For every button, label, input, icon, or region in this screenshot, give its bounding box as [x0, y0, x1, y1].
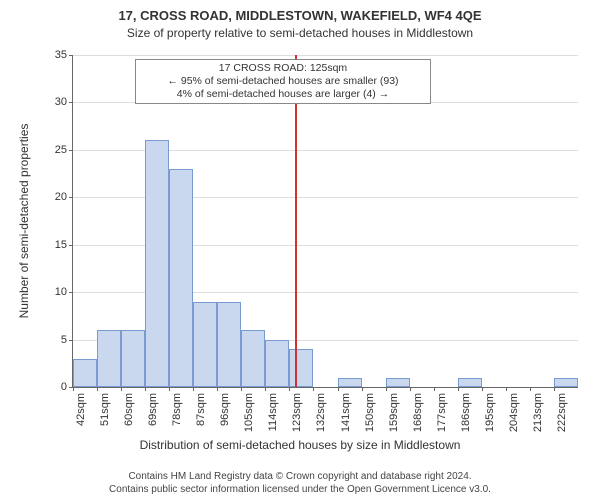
histogram-bar [289, 349, 313, 387]
histogram-bar [217, 302, 241, 387]
x-tick-label: 168sqm [412, 393, 424, 432]
callout-line3: 4% of semi-detached houses are larger (4… [140, 88, 426, 101]
x-tick-mark [241, 387, 242, 391]
x-tick-mark [338, 387, 339, 391]
x-tick-label: 141sqm [340, 393, 352, 432]
callout-line2: ← 95% of semi-detached houses are smalle… [140, 75, 426, 88]
x-tick-label: 195sqm [484, 393, 496, 432]
x-tick-label: 222sqm [556, 393, 568, 432]
chart-plot-area: 0510152025303542sqm51sqm60sqm69sqm78sqm8… [72, 55, 578, 388]
x-tick-label: 69sqm [147, 393, 159, 426]
x-tick-label: 42sqm [75, 393, 87, 426]
y-tick-label: 25 [55, 144, 73, 156]
histogram-bar [169, 169, 193, 387]
x-tick-mark [217, 387, 218, 391]
chart-subtitle: Size of property relative to semi-detach… [0, 26, 600, 40]
x-tick-label: 132sqm [315, 393, 327, 432]
x-tick-label: 204sqm [508, 393, 520, 432]
x-tick-label: 87sqm [195, 393, 207, 426]
x-tick-label: 105sqm [243, 393, 255, 432]
x-tick-label: 60sqm [123, 393, 135, 426]
footer-line1: Contains HM Land Registry data © Crown c… [128, 471, 471, 482]
x-tick-label: 213sqm [532, 393, 544, 432]
x-tick-mark [506, 387, 507, 391]
x-tick-label: 114sqm [267, 393, 279, 431]
y-tick-label: 5 [61, 334, 73, 346]
y-tick-label: 0 [61, 381, 73, 393]
y-tick-label: 30 [55, 96, 73, 108]
y-tick-label: 20 [55, 191, 73, 203]
y-tick-label: 15 [55, 239, 73, 251]
x-tick-mark [554, 387, 555, 391]
marker-line [295, 55, 297, 387]
x-tick-mark [193, 387, 194, 391]
x-tick-mark [386, 387, 387, 391]
x-tick-mark [362, 387, 363, 391]
x-tick-mark [145, 387, 146, 391]
footer-attribution: Contains HM Land Registry data © Crown c… [0, 471, 600, 496]
x-tick-label: 51sqm [99, 393, 111, 426]
x-tick-mark [121, 387, 122, 391]
histogram-bar [145, 140, 169, 387]
histogram-bar [193, 302, 217, 387]
histogram-bar [386, 378, 410, 387]
histogram-bar [554, 378, 578, 387]
x-axis-label: Distribution of semi-detached houses by … [0, 438, 600, 452]
y-tick-label: 35 [55, 49, 73, 61]
y-tick-label: 10 [55, 286, 73, 298]
x-tick-label: 96sqm [219, 393, 231, 426]
callout-line1: 17 CROSS ROAD: 125sqm [140, 62, 426, 75]
histogram-bar [241, 330, 265, 387]
x-tick-mark [73, 387, 74, 391]
x-tick-mark [434, 387, 435, 391]
x-tick-label: 78sqm [171, 393, 183, 426]
footer-line2: Contains public sector information licen… [109, 484, 491, 495]
x-tick-mark [169, 387, 170, 391]
x-tick-mark [289, 387, 290, 391]
histogram-bar [265, 340, 289, 387]
x-tick-mark [265, 387, 266, 391]
x-tick-mark [313, 387, 314, 391]
x-tick-label: 150sqm [364, 393, 376, 432]
chart-title-bold: 17, CROSS ROAD, MIDDLESTOWN, WAKEFIELD, … [0, 8, 600, 23]
x-tick-label: 123sqm [291, 393, 303, 432]
x-tick-mark [410, 387, 411, 391]
gridline [73, 55, 578, 56]
x-tick-mark [530, 387, 531, 391]
x-tick-label: 177sqm [436, 393, 448, 432]
x-tick-mark [482, 387, 483, 391]
histogram-bar [73, 359, 97, 387]
callout-box: 17 CROSS ROAD: 125sqm← 95% of semi-detac… [135, 59, 431, 104]
x-tick-mark [458, 387, 459, 391]
histogram-bar [97, 330, 121, 387]
x-tick-label: 159sqm [388, 393, 400, 432]
y-axis-label: Number of semi-detached properties [17, 124, 31, 319]
histogram-bar [121, 330, 145, 387]
histogram-bar [458, 378, 482, 387]
histogram-bar [338, 378, 362, 387]
x-tick-mark [97, 387, 98, 391]
x-tick-label: 186sqm [460, 393, 472, 432]
